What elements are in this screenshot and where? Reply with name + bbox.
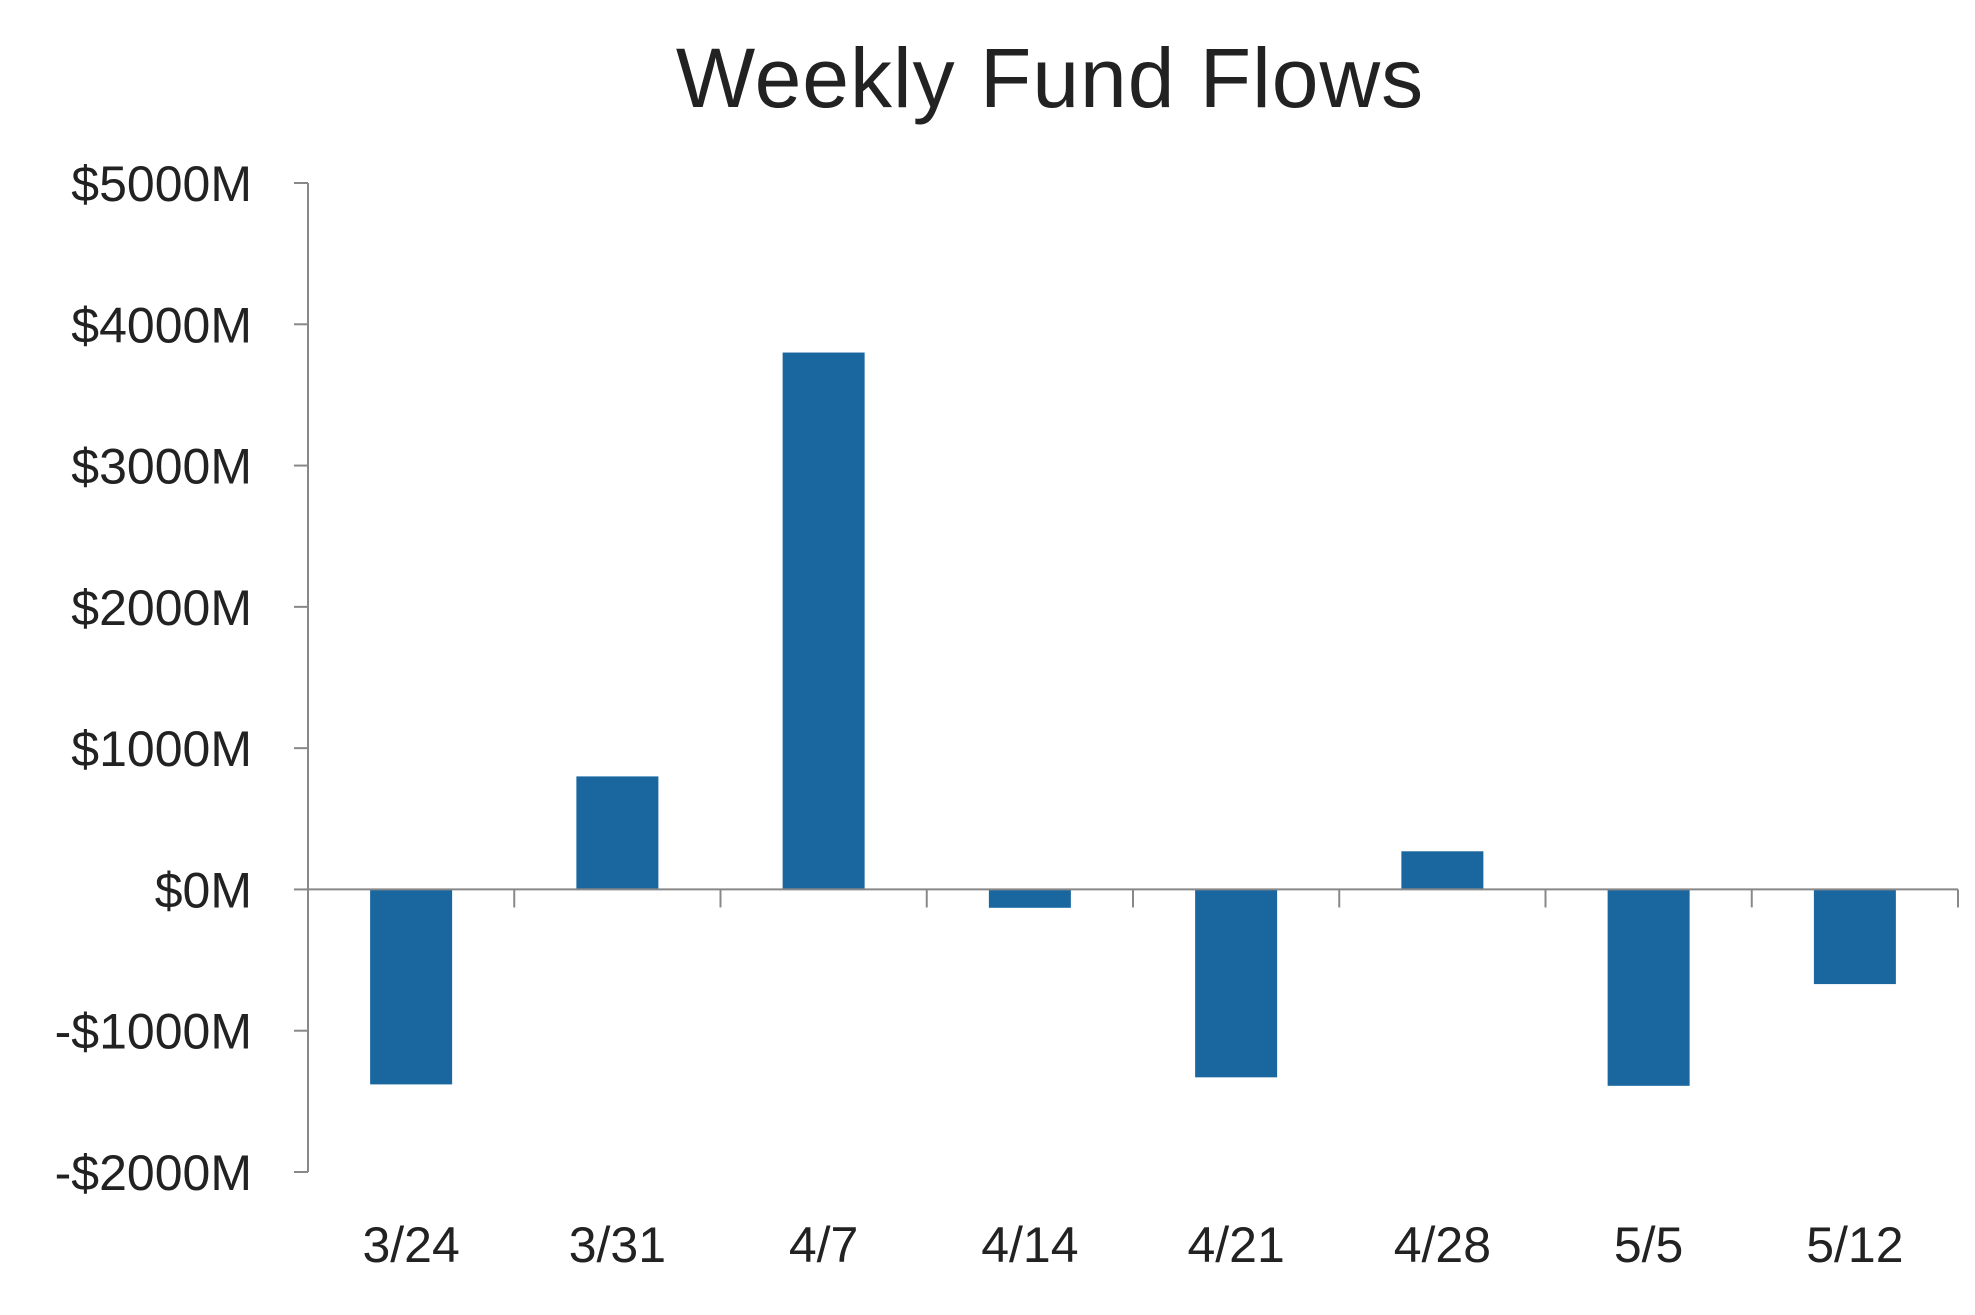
bars <box>370 352 1896 1086</box>
y-axis: $5000M $4000M $3000M $2000M $1000M $0M -$1000M… <box>55 156 309 1201</box>
x-axis: 3/24 3/31 4/7 4/14 4/21 4/28 5/5 5/12 <box>307 888 1959 1273</box>
y-tick-label: $4000M <box>71 297 252 353</box>
y-tick-label: $3000M <box>71 439 252 495</box>
y-tick-label: $0M <box>155 862 252 918</box>
bar <box>1813 889 1896 985</box>
bar <box>576 776 659 890</box>
x-tick-label: 3/24 <box>362 1217 459 1273</box>
bar <box>1195 889 1278 1078</box>
y-tick-label: -$1000M <box>55 1004 252 1060</box>
bar <box>370 889 453 1085</box>
y-tick-label: $5000M <box>71 156 252 212</box>
x-tick-label: 4/28 <box>1394 1217 1491 1273</box>
chart-title: Weekly Fund Flows <box>675 31 1425 125</box>
x-tick-label: 5/5 <box>1614 1217 1684 1273</box>
bar <box>1401 851 1484 890</box>
x-tick-label: 5/12 <box>1806 1217 1903 1273</box>
x-tick-label: 3/31 <box>569 1217 666 1273</box>
bar <box>988 889 1071 908</box>
y-tick-label: -$2000M <box>55 1145 252 1201</box>
bar <box>1607 889 1690 1086</box>
x-tick-label: 4/21 <box>1187 1217 1284 1273</box>
y-tick-label: $2000M <box>71 580 252 636</box>
bar <box>782 352 865 890</box>
x-tick-label: 4/7 <box>789 1217 859 1273</box>
y-tick-label: $1000M <box>71 721 252 777</box>
x-tick-label: 4/14 <box>981 1217 1078 1273</box>
